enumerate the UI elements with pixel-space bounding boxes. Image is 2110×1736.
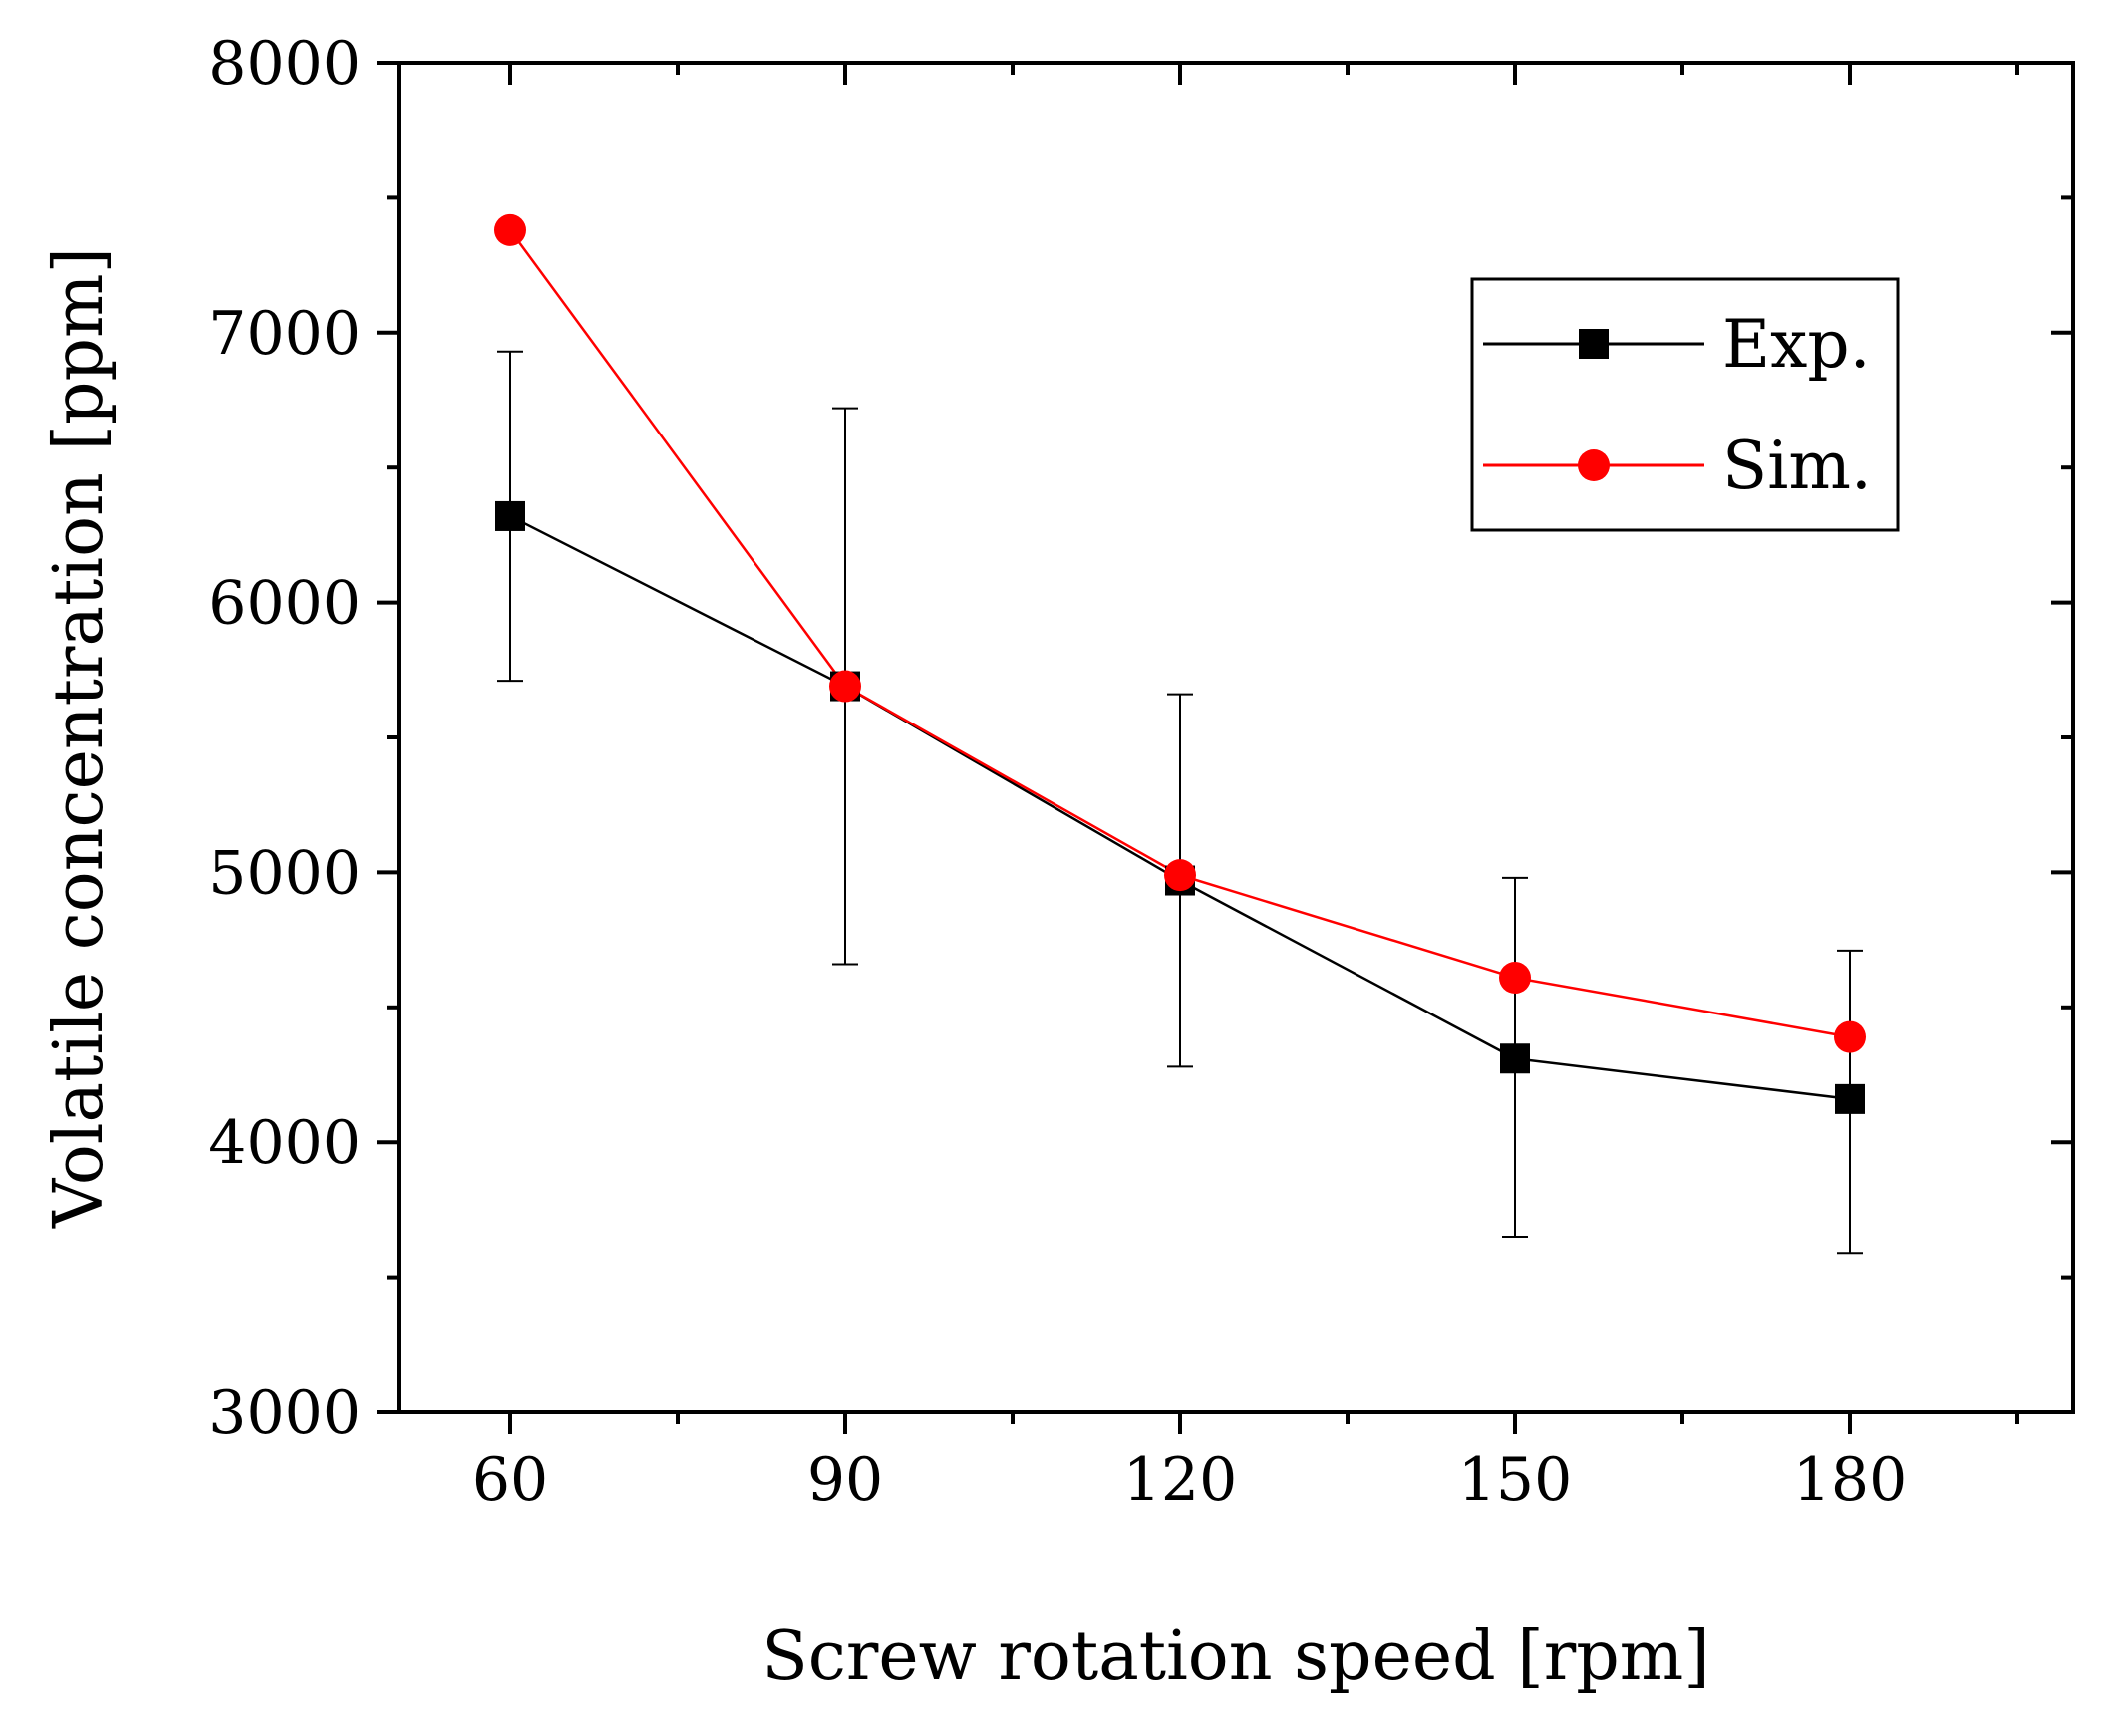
x-tick-label: 180 (1793, 1445, 1908, 1515)
data-point-sim (1499, 962, 1531, 995)
y-tick-label: 5000 (208, 838, 361, 908)
data-point-exp (495, 500, 525, 531)
legend-marker-exp (1579, 329, 1609, 359)
data-point-exp (1500, 1043, 1530, 1074)
legend-marker-sim (1578, 449, 1610, 481)
data-point-exp (1835, 1083, 1865, 1114)
y-tick-label: 4000 (208, 1108, 361, 1178)
x-tick-label: 90 (807, 1445, 883, 1515)
y-tick-label: 3000 (208, 1378, 361, 1448)
x-axis-label: Screw rotation speed [rpm] (761, 1617, 1710, 1696)
x-tick-label: 60 (472, 1445, 548, 1515)
data-point-sim (1164, 859, 1196, 892)
x-tick-label: 120 (1123, 1445, 1238, 1515)
plot-area-frame (397, 61, 2075, 1414)
x-tick-label: 150 (1458, 1445, 1573, 1515)
y-tick-label: 7000 (208, 299, 361, 369)
legend: Exp. Sim. (1470, 277, 1900, 532)
ticks-layer (377, 61, 2073, 1434)
y-axis-label: Volatile concentration [ppm] (40, 247, 119, 1229)
data-point-sim (829, 670, 861, 703)
data-point-sim (1834, 1020, 1866, 1053)
y-tick-label: 6000 (208, 569, 361, 639)
markers-layer (494, 213, 1866, 1114)
data-point-sim (494, 213, 526, 246)
legend-box (1470, 277, 1900, 532)
tick-labels-layer: 60 90 120 150 180 3000 4000 5000 6000 7000 8000 (208, 29, 1907, 1515)
legend-label-exp: Exp. (1722, 306, 1871, 383)
y-tick-label: 8000 (208, 29, 361, 99)
legend-label-sim: Sim. (1722, 428, 1872, 504)
